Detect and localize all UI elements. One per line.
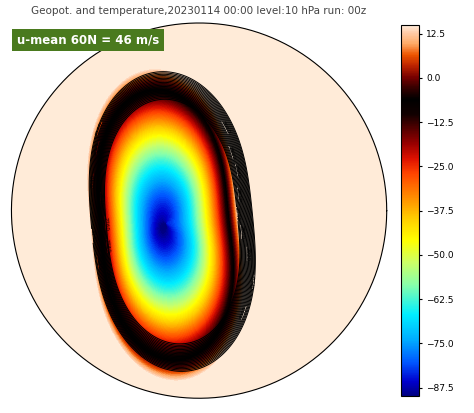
Text: 2920: 2920	[245, 247, 250, 261]
Text: u-mean 60N = 46 m/s: u-mean 60N = 46 m/s	[17, 34, 159, 47]
Text: 2860: 2860	[227, 145, 236, 160]
Text: 3020: 3020	[93, 140, 101, 155]
Text: 2740: 2740	[234, 207, 240, 221]
Text: 3100: 3100	[95, 121, 104, 136]
Text: 3060: 3060	[239, 306, 249, 320]
Text: 3040: 3040	[90, 173, 96, 188]
Text: 2840: 2840	[98, 192, 103, 206]
Text: 2820: 2820	[235, 188, 242, 202]
Text: 2880: 2880	[233, 164, 241, 179]
Text: 2980: 2980	[120, 321, 133, 336]
Text: 2760: 2760	[102, 216, 109, 230]
Text: 3120: 3120	[250, 275, 257, 289]
Text: Geopot. and temperature,20230114 00:00 level:10 hPa run: 00z: Geopot. and temperature,20230114 00:00 l…	[31, 6, 367, 16]
Text: 2780: 2780	[103, 239, 110, 253]
Text: 3140: 3140	[89, 229, 96, 243]
Text: 3000: 3000	[110, 304, 120, 319]
Text: 2800: 2800	[238, 225, 244, 239]
Text: 2940: 2940	[106, 287, 116, 302]
Text: 2900: 2900	[103, 270, 112, 285]
Text: 3080: 3080	[94, 255, 101, 270]
Text: 2960: 2960	[219, 121, 231, 135]
